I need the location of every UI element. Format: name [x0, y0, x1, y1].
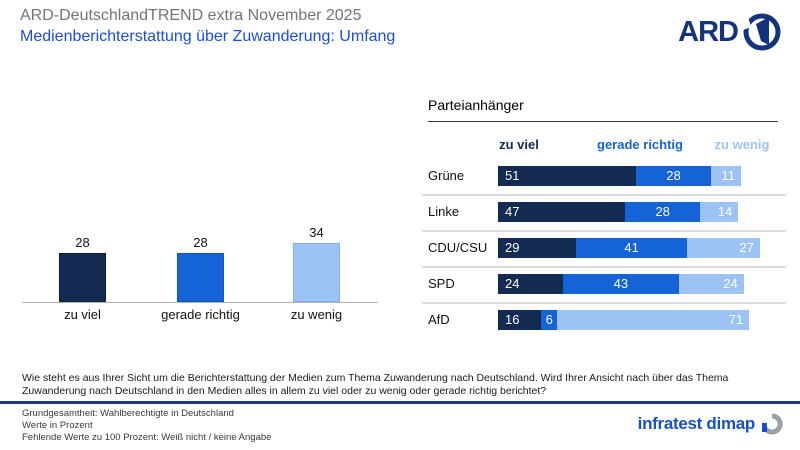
category-label: gerade richtig: [161, 307, 240, 322]
stacked-bar: 47 28 14: [498, 202, 739, 222]
bar-segment: [59, 253, 106, 302]
party-label: CDU/CSU: [428, 240, 488, 255]
bar-segment: [293, 242, 340, 302]
bar-segment: 16: [498, 310, 542, 330]
bar-value-label: 28: [75, 235, 90, 250]
stacked-bar: 29 41 27: [498, 238, 760, 258]
bar-value-label: 28: [193, 235, 208, 250]
legend-item: zu viel: [499, 137, 539, 152]
bar-segment: 71: [557, 310, 750, 330]
bar-segment: 47: [498, 202, 625, 222]
bar-segment: 24: [498, 274, 563, 294]
bar-value-label: 34: [309, 224, 324, 240]
bar-segment: 43: [562, 274, 679, 294]
panel-title: Parteianhänger: [428, 97, 524, 113]
row-separator: [422, 230, 786, 232]
infratest-dimap-logo: infratest dimap: [638, 412, 784, 436]
footer-divider: [0, 401, 800, 404]
stacked-bar: 51 28 11: [498, 166, 741, 186]
party-row: SPD 24 43 24: [422, 274, 786, 310]
footnote-line: Grundgesamtheit: Wahlberechtigte in Deut…: [22, 408, 234, 419]
party-row: Grüne 51 28 11: [422, 166, 786, 202]
bar-segment: 14: [700, 202, 739, 222]
bar-segment: 27: [686, 238, 760, 258]
party-rows: Grüne 51 28 11 Linke 47 28 14 CDU/CSU 29 41 27 SPD 24…: [422, 166, 786, 346]
report-supertitle: ARD-DeutschlandTREND extra November 2025: [20, 7, 362, 24]
row-separator: [422, 266, 786, 268]
bar-segment: 11: [711, 166, 741, 186]
survey-question: Wie steht es aus Ihrer Sicht um die Beri…: [22, 372, 729, 397]
infratest-dimap-text: infratest dimap: [637, 414, 756, 433]
bar-segment: 41: [576, 238, 687, 258]
party-row: AfD 16 6 71: [428, 310, 786, 346]
ard-one-icon: [740, 13, 781, 51]
bar-segment: 6: [541, 310, 558, 330]
footnote-line: Werte in Prozent: [22, 420, 93, 431]
party-label: SPD: [428, 276, 455, 291]
party-stacked-chart: Parteianhänger Grüne 51 28 11 Linke 47 28 14 CDU…: [422, 96, 786, 346]
stacked-bar: 16 6 71: [498, 310, 750, 330]
stacked-bar: 24 43 24: [498, 274, 744, 294]
party-label: Linke: [428, 204, 460, 219]
legend-item: gerade richtig: [597, 137, 683, 152]
row-separator: [422, 194, 786, 196]
page-title: Medienberichterstattung über Zuwanderung…: [20, 28, 396, 45]
party-label: AfD: [428, 312, 450, 327]
panel-title-underline: [428, 121, 778, 122]
party-label: Grüne: [428, 168, 465, 183]
category-label: zu viel: [64, 307, 101, 322]
x-axis-baseline: [22, 302, 378, 303]
party-row: CDU/CSU 29 41 27: [422, 238, 786, 274]
infratest-dimap-icon: [762, 413, 783, 435]
ard-logo: ARD: [678, 10, 784, 54]
bar-segment: 28: [624, 202, 701, 222]
bar-segment: 28: [635, 166, 712, 186]
overall-bar-chart: 28 zu viel 28 gerade richtig 34 zu wenig: [22, 224, 378, 326]
bar-segment: 24: [678, 274, 744, 294]
footnotes: Grundgesamtheit: Wahlberechtigte in Deut…: [22, 408, 271, 444]
party-row: Linke 47 28 14: [422, 202, 786, 238]
legend-item: zu wenig: [714, 137, 770, 152]
bar-segment: 51: [498, 166, 636, 186]
category-label: zu wenig: [290, 307, 343, 322]
footnote-line: Fehlende Werte zu 100 Prozent: Weiß nich…: [22, 432, 272, 443]
row-separator: [422, 302, 786, 304]
ard-logo-text: ARD: [678, 15, 739, 48]
bar-segment: 29: [498, 238, 577, 258]
bar-segment: [177, 253, 224, 302]
